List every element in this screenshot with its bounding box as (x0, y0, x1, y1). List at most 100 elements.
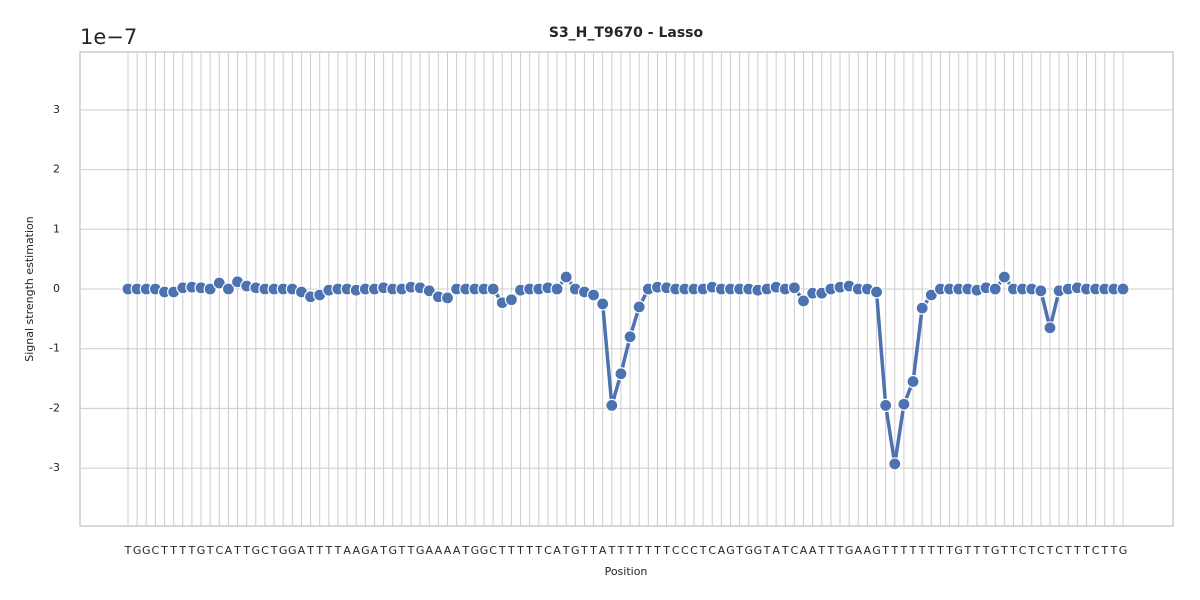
y-offset-label: 1e−7 (80, 25, 137, 49)
x-tick-label: T (607, 544, 615, 557)
data-point (440, 291, 455, 305)
x-tick-label: A (800, 544, 808, 557)
x-tick-label: C (544, 544, 552, 557)
data-point (997, 270, 1011, 284)
x-tick-label: G (288, 544, 297, 557)
x-tick-label: T (1082, 544, 1090, 557)
data-point (1043, 321, 1057, 335)
chart-title: S3_H_T9670 - Lasso (549, 25, 704, 41)
x-tick-label: A (444, 544, 452, 557)
x-tick-label: G (416, 544, 425, 557)
x-tick-label: T (233, 544, 241, 557)
x-tick-label: T (525, 544, 533, 557)
x-tick-label: T (507, 544, 515, 557)
x-tick-label: C (791, 544, 799, 557)
x-tick-label: G (252, 544, 261, 557)
y-tick-label: 2 (53, 163, 60, 176)
x-tick-label: T (626, 544, 634, 557)
data-point (897, 397, 911, 411)
x-tick-label: T (1064, 544, 1072, 557)
x-tick-label: T (306, 544, 314, 557)
x-tick-label: C (1037, 544, 1045, 557)
x-tick-label: G (142, 544, 151, 557)
x-tick-label: C (690, 544, 698, 557)
data-point (203, 282, 217, 296)
x-tick-label: G (480, 544, 489, 557)
y-tick-label: 0 (53, 282, 60, 295)
x-tick-label: G (744, 544, 753, 557)
x-tick-label: T (397, 544, 405, 557)
data-point (422, 284, 436, 298)
x-tick-label: T (699, 544, 707, 557)
y-axis-label: Signal strength estimation (23, 216, 36, 362)
x-tick-label: T (617, 544, 625, 557)
x-tick-label: T (890, 544, 898, 557)
x-tick-label: T (461, 544, 469, 557)
x-tick-label: T (178, 544, 186, 557)
x-tick-label: T (900, 544, 908, 557)
x-tick-label: T (735, 544, 743, 557)
x-tick-label: A (553, 544, 561, 557)
x-tick-label: T (653, 544, 661, 557)
x-tick-label: T (909, 544, 917, 557)
x-tick-label: A (298, 544, 306, 557)
x-tick-label: T (379, 544, 387, 557)
x-tick-label: T (498, 544, 506, 557)
x-tick-label: T (407, 544, 415, 557)
x-tick-label: T (763, 544, 771, 557)
data-point (796, 294, 811, 308)
data-point (212, 276, 226, 290)
x-tick-label: T (1027, 544, 1035, 557)
x-tick-label: T (1046, 544, 1054, 557)
x-tick-label: T (242, 544, 250, 557)
x-tick-label: A (453, 544, 461, 557)
data-point (221, 282, 236, 296)
x-tick-label: A (352, 544, 360, 557)
x-tick-label: G (754, 544, 763, 557)
data-point (879, 398, 893, 413)
x-tick-label: T (188, 544, 196, 557)
data-point (596, 297, 610, 311)
x-tick-label: C (261, 544, 269, 557)
x-tick-label: A (343, 544, 351, 557)
x-tick-label: G (133, 544, 142, 557)
data-point (614, 367, 628, 381)
x-tick-label: T (918, 544, 926, 557)
y-tick-label: 3 (53, 103, 60, 116)
x-tick-label: T (334, 544, 342, 557)
x-tick-label: T (936, 544, 944, 557)
x-axis-label: Position (605, 565, 648, 578)
x-tick-label: T (781, 544, 789, 557)
x-tick-label: T (945, 544, 953, 557)
y-tick-label: -1 (49, 342, 60, 355)
x-tick-label: T (973, 544, 981, 557)
x-tick-label: A (225, 544, 233, 557)
x-tick-label: T (589, 544, 597, 557)
x-tick-label: G (388, 544, 397, 557)
y-tick-label: -3 (49, 461, 60, 474)
data-point (888, 457, 902, 471)
x-tick-label: A (435, 544, 443, 557)
x-tick-label: T (270, 544, 278, 557)
x-tick-label: T (160, 544, 168, 557)
data-point (787, 281, 801, 295)
x-tick-label: A (599, 544, 607, 557)
x-tick-label: T (124, 544, 132, 557)
data-point (632, 300, 646, 314)
x-tick-label: T (580, 544, 588, 557)
x-tick-label: T (827, 544, 835, 557)
data-point (869, 285, 884, 299)
x-tick-label: T (1073, 544, 1081, 557)
x-tick-label: A (371, 544, 379, 557)
x-tick-label: T (1100, 544, 1108, 557)
x-tick-label: T (836, 544, 844, 557)
x-tick-label: T (324, 544, 332, 557)
x-tick-label: C (1055, 544, 1063, 557)
x-tick-label: A (718, 544, 726, 557)
y-tick-label: -2 (49, 401, 60, 414)
x-tick-label: G (279, 544, 288, 557)
x-tick-label: T (927, 544, 935, 557)
data-point (623, 330, 637, 344)
x-tick-label: G (991, 544, 1000, 557)
